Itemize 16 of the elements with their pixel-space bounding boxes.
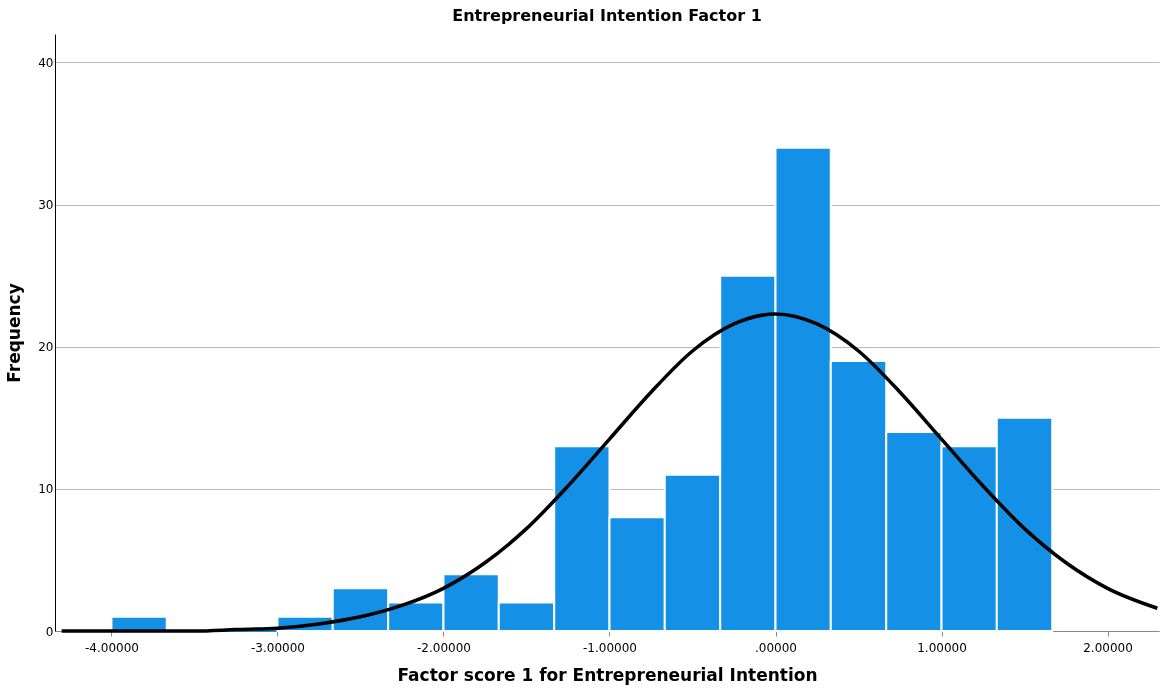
y-axis-title: Frequency bbox=[4, 283, 25, 383]
x-tick-label: .00000 bbox=[755, 640, 798, 655]
x-tick-label: -2.00000 bbox=[417, 640, 471, 655]
y-tick-label: 40 bbox=[38, 55, 54, 70]
line-series bbox=[59, 312, 1160, 633]
y-tick-label: 10 bbox=[38, 482, 54, 497]
y-tick-label: 30 bbox=[38, 198, 54, 213]
x-tick-label: -4.00000 bbox=[84, 640, 139, 655]
x-tick-label: 1.00000 bbox=[917, 640, 967, 655]
x-tick-label: -1.00000 bbox=[583, 640, 637, 655]
x-axis-title: Factor score 1 for Entrepreneurial Intention bbox=[397, 664, 818, 685]
x-tick-label: 2.00000 bbox=[1083, 640, 1133, 655]
y-tick-label: 20 bbox=[38, 340, 54, 355]
y-tick-label: 0 bbox=[45, 624, 54, 639]
chart-title: Entrepreneurial Intention Factor 1 bbox=[452, 6, 762, 25]
x-tick-label: -3.00000 bbox=[250, 640, 305, 655]
